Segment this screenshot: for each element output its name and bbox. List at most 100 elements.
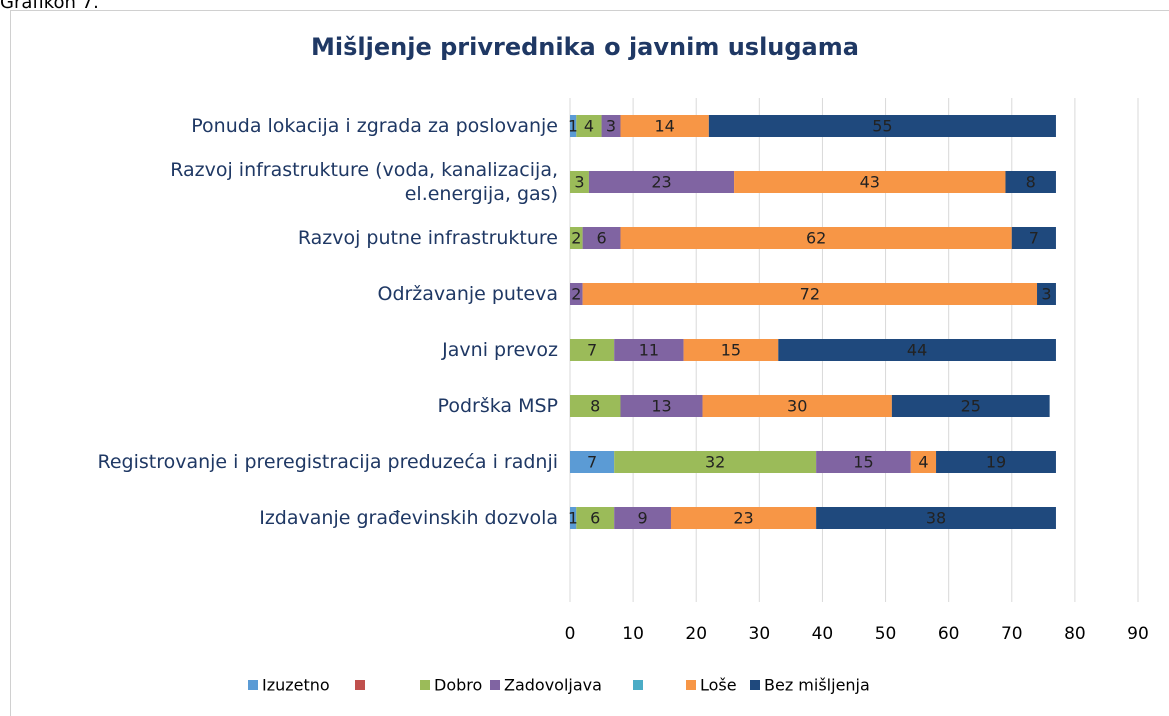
bar-segment — [620, 115, 709, 137]
bar-segment — [570, 395, 621, 417]
data-label: 13 — [651, 397, 671, 416]
data-label: 15 — [721, 341, 741, 360]
data-label: 2 — [571, 229, 581, 248]
legend-marker — [686, 680, 696, 690]
chart-title: Mišljenje privrednika o javnim uslugama — [311, 33, 859, 61]
legend-label: Dobro — [434, 676, 482, 695]
data-label: 43 — [860, 173, 880, 192]
bar-segment — [588, 171, 735, 193]
data-label: 55 — [872, 117, 892, 136]
data-label: 11 — [639, 341, 659, 360]
x-tick-label: 40 — [812, 624, 834, 644]
bar-segment — [734, 171, 1006, 193]
data-label: 3 — [574, 173, 584, 192]
bar-segment — [570, 171, 589, 193]
bar-segment — [910, 451, 937, 473]
category-label: Javni prevoz — [442, 339, 558, 361]
data-label: 2 — [571, 285, 581, 304]
bar-segment — [576, 507, 615, 529]
data-label: 7 — [587, 341, 597, 360]
bar-segment — [601, 115, 621, 137]
legend-marker — [633, 680, 643, 690]
bar-segment — [614, 451, 817, 473]
legend-marker — [420, 680, 430, 690]
data-label: 8 — [1026, 173, 1036, 192]
bar-segment — [570, 283, 583, 305]
data-label: 3 — [1041, 285, 1051, 304]
bar-segment — [1011, 227, 1056, 249]
data-label: 6 — [590, 509, 600, 528]
category-label: Izdavanje građevinskih dozvola — [259, 507, 558, 529]
x-tick-label: 10 — [622, 624, 644, 644]
bar-segment — [683, 339, 779, 361]
bar-segment — [891, 395, 1050, 417]
data-label: 23 — [651, 173, 671, 192]
legend-label: Zadovoljava — [504, 676, 602, 695]
bar-segment — [576, 115, 602, 137]
bar-segment — [778, 339, 1056, 361]
bar-segment — [614, 507, 671, 529]
bar-segment — [614, 339, 684, 361]
category-label: Registrovanje i preregistracija preduzeć… — [97, 451, 558, 473]
legend-label: Izuzetno — [262, 676, 330, 695]
x-tick-label: 20 — [685, 624, 707, 644]
legend-marker — [248, 680, 258, 690]
legend-marker — [490, 680, 500, 690]
x-tick-label: 60 — [938, 624, 960, 644]
bar-segment — [582, 227, 621, 249]
x-tick-label: 70 — [1001, 624, 1023, 644]
bar-segment — [570, 339, 615, 361]
bar-segment — [570, 115, 577, 137]
bar-segment — [708, 115, 1056, 137]
bar-segment — [936, 451, 1056, 473]
data-label: 38 — [926, 509, 946, 528]
data-label: 3 — [606, 117, 616, 136]
legend-label: Loše — [700, 676, 737, 695]
category-label: Razvoj putne infrastrukture — [297, 227, 558, 249]
data-label: 4 — [918, 453, 928, 472]
data-label: 23 — [733, 509, 753, 528]
bar-segment — [620, 227, 1012, 249]
data-label: 8 — [590, 397, 600, 416]
data-label: 15 — [853, 453, 873, 472]
legend-label: Bez mišljenja — [764, 676, 870, 695]
category-label: Održavanje puteva — [377, 283, 558, 305]
legend-marker — [355, 680, 365, 690]
bar-segment — [620, 395, 703, 417]
data-label: 4 — [584, 117, 594, 136]
category-label: Razvoj infrastrukture (voda, kanalizacij… — [170, 159, 558, 205]
data-label: 25 — [961, 397, 981, 416]
x-tick-label: 80 — [1064, 624, 1086, 644]
bar-segment — [570, 451, 615, 473]
bar-segment — [816, 451, 911, 473]
data-label: 19 — [986, 453, 1006, 472]
caption: Grafikon 7. — [0, 0, 99, 13]
data-label: 1 — [568, 117, 578, 136]
x-tick-label: 0 — [565, 624, 576, 644]
bar-segment — [570, 507, 577, 529]
x-tick-label: 30 — [749, 624, 771, 644]
data-label: 62 — [806, 229, 826, 248]
data-label: 30 — [787, 397, 807, 416]
bar-segment — [816, 507, 1056, 529]
data-label: 44 — [907, 341, 927, 360]
bar-segment — [582, 283, 1038, 305]
category-label: Ponuda lokacija i zgrada za poslovanje — [191, 115, 558, 137]
data-label: 1 — [568, 509, 578, 528]
bar-segment — [1005, 171, 1056, 193]
legend-marker — [750, 680, 760, 690]
bar-segment — [1037, 283, 1056, 305]
category-label: Podrška MSP — [437, 395, 558, 417]
x-tick-label: 90 — [1127, 624, 1149, 644]
data-label: 6 — [596, 229, 606, 248]
data-label: 9 — [637, 509, 647, 528]
x-tick-label: 50 — [875, 624, 897, 644]
data-label: 14 — [654, 117, 674, 136]
bar-segment — [670, 507, 817, 529]
data-label: 32 — [705, 453, 725, 472]
data-label: 7 — [587, 453, 597, 472]
data-label: 72 — [800, 285, 820, 304]
bar-segment — [702, 395, 892, 417]
